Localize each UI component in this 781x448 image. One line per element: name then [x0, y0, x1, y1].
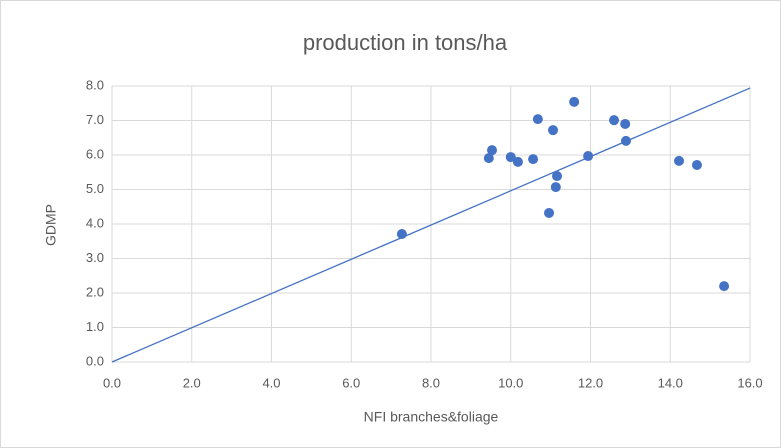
x-tick-label: 0.0: [103, 375, 121, 390]
point: [550, 182, 561, 193]
point: [544, 207, 555, 218]
x-tick-label: 10.0: [498, 375, 523, 390]
y-tick-label: 2.0: [86, 284, 104, 299]
point: [674, 155, 685, 166]
point: [483, 153, 494, 164]
trendline: [111, 87, 751, 363]
point: [548, 125, 559, 136]
point: [552, 171, 563, 182]
y-tick-label: 7.0: [86, 112, 104, 127]
y-tick-label: 0.0: [86, 353, 104, 368]
point: [532, 114, 543, 125]
y-axis-label: GDMP: [43, 204, 59, 246]
x-tick-label: 14.0: [658, 375, 683, 390]
point: [620, 135, 631, 146]
x-tick-label: 16.0: [737, 375, 762, 390]
chart-title: production in tons/ha: [303, 30, 508, 55]
x-tick-label: 6.0: [342, 375, 360, 390]
point: [487, 145, 498, 156]
y-tick-label: 4.0: [86, 215, 104, 230]
y-tick-label: 6.0: [86, 146, 104, 161]
point: [719, 281, 730, 292]
point: [620, 118, 631, 129]
y-tick-label: 5.0: [86, 181, 104, 196]
point: [691, 160, 702, 171]
x-tick-label: 8.0: [422, 375, 440, 390]
y-tick-label: 3.0: [86, 250, 104, 265]
point: [583, 151, 594, 162]
x-tick-label: 4.0: [262, 375, 280, 390]
x-tick-label: 2.0: [183, 375, 201, 390]
x-axis-label: NFI branches&foliage: [364, 409, 499, 425]
point: [528, 154, 539, 165]
y-tick-label: 1.0: [86, 319, 104, 334]
point: [505, 152, 516, 163]
point: [609, 115, 620, 126]
y-tick-label: 8.0: [86, 77, 104, 92]
point: [569, 96, 580, 107]
point: [512, 156, 523, 167]
point: [396, 229, 407, 240]
x-tick-label: 12.0: [578, 375, 603, 390]
